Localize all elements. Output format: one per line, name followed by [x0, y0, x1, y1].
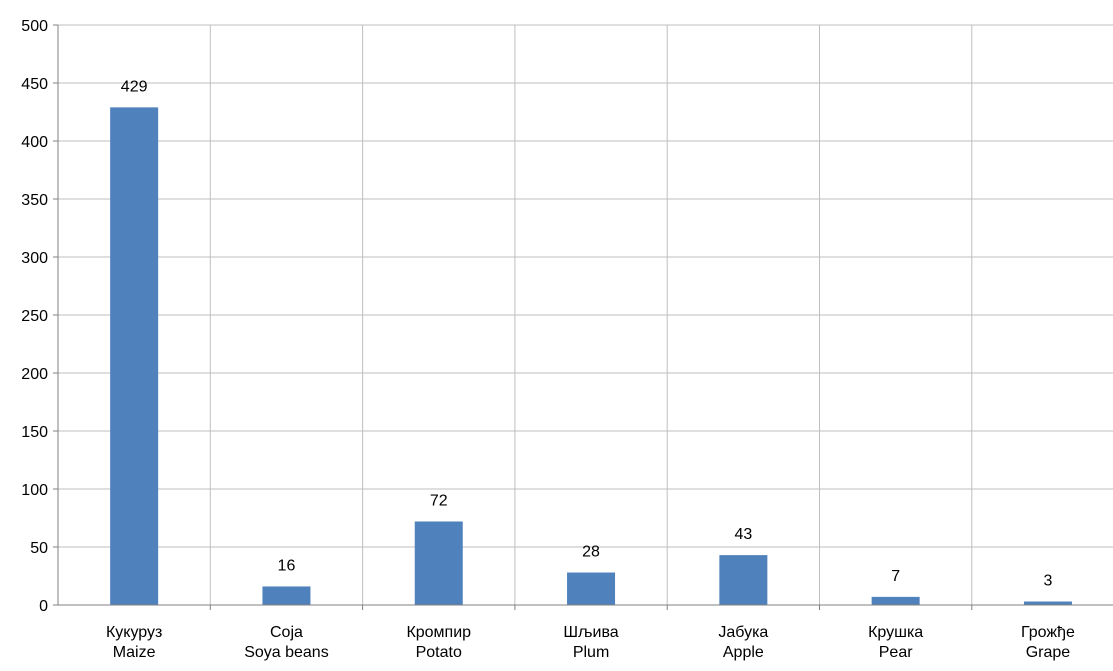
- x-tick-label-line2: Maize: [113, 644, 156, 661]
- bar-soya-beans: [262, 586, 311, 605]
- y-tick-label: 400: [21, 134, 48, 151]
- x-tick-label-line1: Грожђе: [1021, 624, 1075, 641]
- bar-layer: [110, 107, 1072, 606]
- axis-layer: [53, 24, 1113, 610]
- y-tick-label: 100: [21, 482, 48, 499]
- y-tick-label: 150: [21, 424, 48, 441]
- bar-apple: [719, 555, 768, 605]
- x-tick-label-line2: Potato: [416, 644, 462, 661]
- bar-plum: [567, 572, 616, 605]
- x-tick-label-line1: Соја: [270, 624, 303, 641]
- x-tick-label-line1: Кромпир: [406, 624, 471, 641]
- x-tick-label-line1: Шљива: [563, 624, 618, 641]
- bar-maize: [110, 107, 159, 606]
- bar-pear: [871, 596, 920, 605]
- data-label: 16: [278, 557, 296, 574]
- x-tick-label-line1: Крушка: [868, 624, 923, 641]
- y-tick-label: 300: [21, 250, 48, 267]
- y-tick-label: 450: [21, 76, 48, 93]
- bar-potato: [414, 521, 463, 605]
- x-tick-label-line1: Јабука: [718, 624, 768, 641]
- data-label: 43: [734, 526, 752, 543]
- data-label: 7: [891, 568, 900, 585]
- grid-layer: [58, 24, 1113, 605]
- bar-grape: [1023, 601, 1072, 605]
- y-tick-label: 350: [21, 192, 48, 209]
- x-tick-label-line2: Soya beans: [244, 644, 329, 661]
- x-tick-label-line2: Pear: [879, 644, 913, 661]
- y-tick-label: 0: [39, 598, 48, 615]
- data-label: 72: [430, 492, 448, 509]
- y-tick-label: 50: [30, 540, 48, 557]
- x-tick-label-line2: Apple: [723, 644, 764, 661]
- data-label: 28: [582, 544, 600, 561]
- x-tick-label-line2: Plum: [573, 644, 609, 661]
- data-label: 429: [121, 78, 148, 95]
- y-tick-label: 500: [21, 18, 48, 35]
- label-layer: 0 50 100 150 200 250 300 350 400 450 500 429 Кукуруз…: [21, 18, 1075, 661]
- x-tick-label-line2: Grape: [1026, 644, 1071, 661]
- y-tick-label: 200: [21, 366, 48, 383]
- y-tick-label: 250: [21, 308, 48, 325]
- x-tick-label-line1: Кукуруз: [106, 624, 162, 641]
- data-label: 3: [1043, 573, 1052, 590]
